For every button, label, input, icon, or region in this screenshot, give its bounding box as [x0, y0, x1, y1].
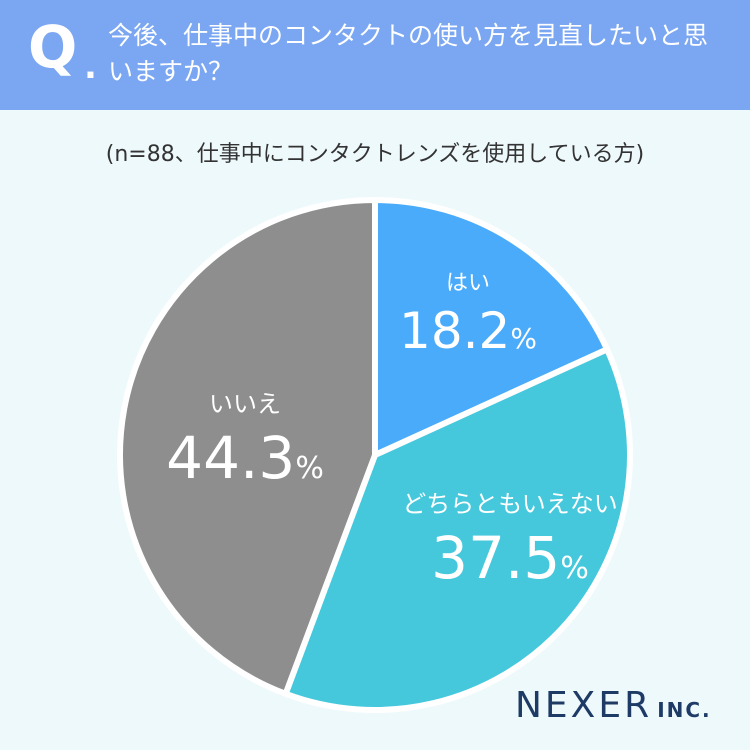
logo-main: NEXER	[515, 685, 653, 726]
q-dot: .	[84, 47, 97, 87]
company-logo: NEXER INC.	[515, 688, 712, 724]
question-header: Q . 今後、仕事中のコンタクトの使い方を見直したいと思いますか？	[0, 0, 750, 110]
slice-value: 18.2%	[399, 302, 537, 360]
pie-slice	[282, 346, 633, 713]
pie-slice	[372, 197, 611, 458]
slice-label: どちらともいえない	[402, 490, 618, 518]
slice-label: いいえ	[209, 390, 281, 418]
q-mark: Q	[28, 13, 78, 81]
pie-slice	[117, 197, 378, 697]
slice-value: 37.5%	[431, 524, 589, 592]
question-text: 今後、仕事中のコンタクトの使い方を見直したいと思いますか？	[108, 21, 709, 86]
slice-label: はい	[446, 271, 490, 296]
logo-inc: INC.	[657, 698, 712, 722]
slice-value: 44.3%	[166, 424, 324, 492]
sample-note: (n=88、仕事中にコンタクトレンズを使用している方)	[105, 142, 645, 167]
